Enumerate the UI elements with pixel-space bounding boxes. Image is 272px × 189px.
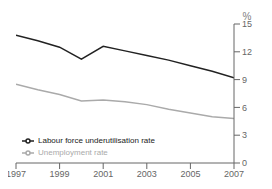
svg-text:%: % — [243, 11, 252, 22]
svg-text:1999: 1999 — [50, 169, 70, 179]
svg-text:12: 12 — [242, 47, 252, 57]
html-text:Labour force underutilisation: Labour force underutilisation rate — [38, 136, 155, 146]
svg-text:3: 3 — [242, 130, 247, 140]
svg-text:2003: 2003 — [137, 169, 157, 179]
svg-text:15: 15 — [242, 19, 252, 30]
html-text:Unemployment rate: Unemployment rate — [38, 148, 108, 158]
svg-text:9: 9 — [242, 75, 247, 85]
svg-text:2001: 2001 — [93, 169, 113, 179]
svg-text:2005: 2005 — [180, 169, 200, 179]
svg-text:6: 6 — [242, 103, 247, 113]
svg-text:2007: 2007 — [224, 169, 244, 179]
svg-text:1997: 1997 — [8, 169, 26, 179]
svg-text:0: 0 — [242, 158, 247, 168]
